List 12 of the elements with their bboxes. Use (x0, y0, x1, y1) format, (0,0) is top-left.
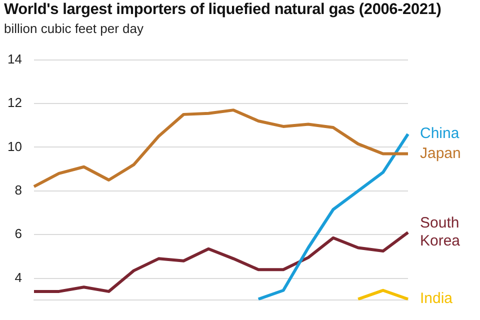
series-label: South Korea (420, 214, 461, 250)
series-label: China (420, 125, 460, 142)
series-label: Japan (420, 144, 461, 162)
chart-subtitle: billion cubic feet per day (4, 21, 144, 36)
y-tick-label: 10 (8, 138, 22, 154)
chart-title: World's largest importers of liquefied natural gas (2006-2021) (4, 1, 442, 19)
y-tick-label: 12 (8, 95, 22, 110)
y-tick-label: 4 (14, 270, 22, 285)
y-tick-label: 6 (14, 226, 22, 242)
y-tick-label: 14 (8, 51, 22, 66)
y-tick-label: 8 (14, 182, 22, 198)
series-label: India (420, 290, 454, 308)
